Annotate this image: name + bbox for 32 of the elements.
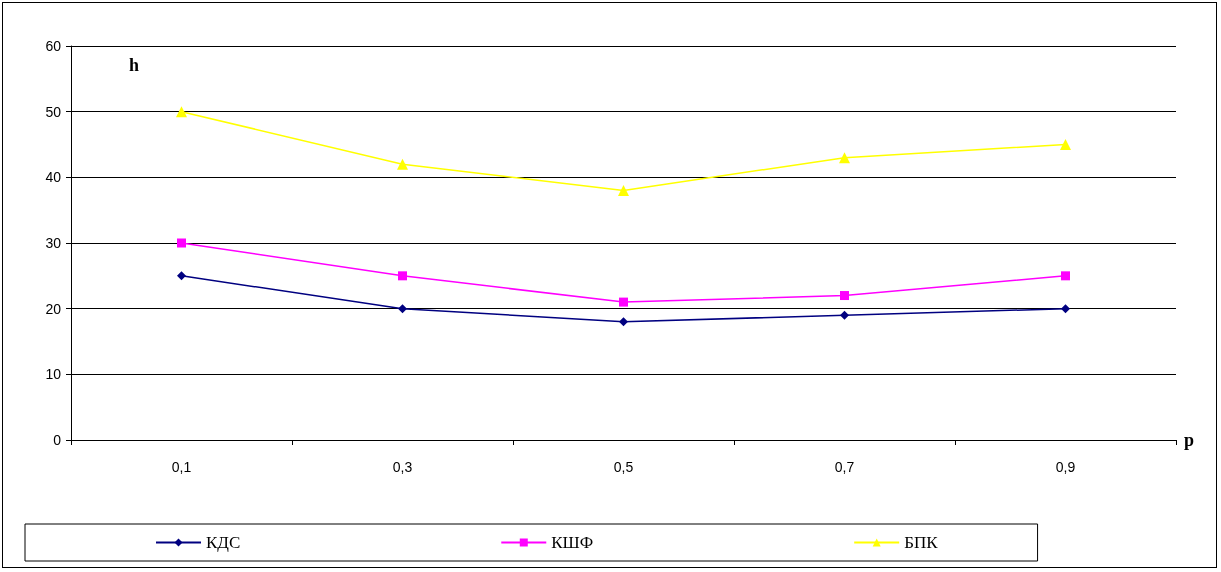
legend-label: КШФ (551, 533, 594, 552)
y-axis-title: h (129, 55, 140, 75)
point (177, 271, 186, 281)
y-tick-label: 50 (45, 103, 62, 120)
point (1060, 139, 1071, 150)
y-tick-label: 10 (45, 366, 62, 383)
y-tick-label: 30 (45, 235, 62, 251)
point (398, 304, 407, 314)
point (397, 158, 408, 170)
legend-label: КДС (206, 533, 241, 552)
legend-label: БПК (904, 533, 939, 552)
point (1061, 271, 1070, 281)
point (840, 291, 849, 301)
y-tick-label: 20 (45, 300, 62, 317)
point (176, 106, 187, 118)
point (177, 238, 186, 248)
point (1061, 304, 1070, 314)
point (619, 297, 628, 307)
y-tick-label: 40 (45, 169, 62, 186)
point (618, 184, 629, 196)
y-tick-label: 0 (53, 432, 62, 448)
x-tick-label: 0,7 (834, 459, 855, 475)
x-tick-label: 0,9 (1055, 459, 1076, 475)
x-axis-title: p (1184, 430, 1195, 450)
point (398, 271, 407, 281)
y-tick-label: 60 (45, 38, 62, 54)
point (619, 317, 628, 327)
x-tick-label: 0,3 (392, 459, 413, 475)
point (840, 310, 849, 320)
x-tick-label: 0,1 (171, 459, 192, 475)
x-tick-label: 0,5 (613, 459, 634, 475)
point (839, 152, 850, 164)
